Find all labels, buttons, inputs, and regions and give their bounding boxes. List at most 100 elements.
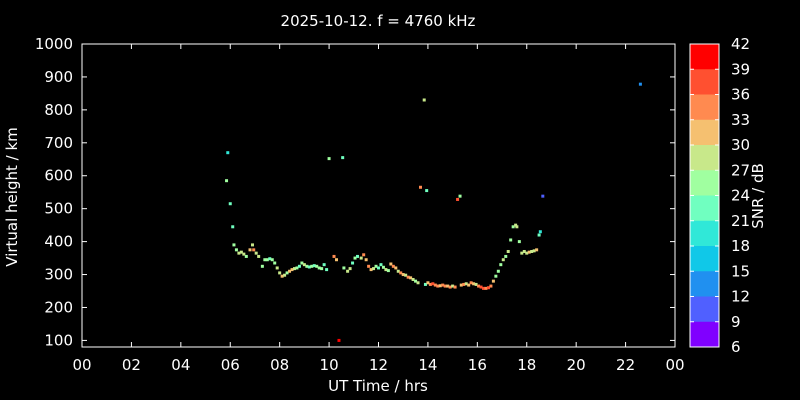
colorbar-tick-label: 21 [731,212,750,230]
data-point [446,284,450,288]
data-point [225,179,229,183]
data-point [496,269,500,273]
x-tick-label: 08 [270,356,289,374]
data-point [263,258,267,262]
y-tick-label: 1000 [35,35,73,53]
data-point [541,194,545,198]
data-point [409,276,413,280]
data-point [268,257,272,261]
data-point [265,258,269,262]
colorbar-tick-label: 12 [731,288,750,306]
x-tick-label: 14 [418,356,437,374]
data-point [396,269,400,273]
data-point [332,254,336,258]
data-point [517,240,521,244]
data-point [443,284,447,288]
data-point [448,285,452,289]
data-point [280,274,284,278]
data-point [300,261,304,265]
colorbar-tick-label: 30 [731,136,750,154]
data-point [484,286,488,290]
data-point [254,251,258,255]
data-point [226,151,230,155]
data-point [228,202,232,206]
data-point [474,282,478,286]
colorbar-segment [690,145,719,171]
data-point [464,282,468,286]
x-tick-label: 16 [468,356,487,374]
data-point [425,189,429,193]
data-point [295,266,299,270]
data-point [260,264,264,268]
data-point [522,249,526,253]
data-point [538,230,542,234]
data-point [367,264,371,268]
data-point [379,263,383,267]
y-axis-label: Virtual height / km [3,127,21,266]
data-point [288,269,292,273]
data-point [384,268,388,272]
colorbar-tick-label: 27 [731,161,750,179]
data-point [458,194,462,198]
data-point [305,264,309,268]
data-point [317,266,321,270]
data-point [499,263,503,267]
data-point [469,281,473,285]
data-point [394,266,398,270]
colorbar-tick-label: 15 [731,262,750,280]
data-point [342,266,346,270]
data-point [416,281,420,285]
x-tick-label: 12 [369,356,388,374]
x-tick-label: 18 [517,356,536,374]
data-point [506,249,510,253]
x-tick-label: 20 [567,356,586,374]
data-point [372,267,376,271]
data-point [451,284,455,288]
data-point [237,251,241,255]
data-point [239,250,243,254]
data-point [234,248,238,252]
data-point [346,269,350,273]
data-point [275,266,279,270]
data-point [428,282,432,286]
plot-area [81,43,676,348]
y-tick-label: 900 [44,68,73,86]
colorbar-segment [690,44,719,70]
colorbar-tick-label: 18 [731,237,750,255]
data-point [285,271,289,275]
data-point [320,267,324,271]
data-point [514,223,518,227]
colorbar-tick-label: 36 [731,86,750,104]
data-point [433,283,437,287]
data-point [441,283,445,287]
data-point [479,285,483,289]
data-point [486,286,490,290]
data-point [337,338,341,342]
data-point [389,262,393,266]
data-point [248,248,252,252]
colorbar-label: SNR / dB [749,163,767,229]
x-axis-label: UT Time / hrs [328,377,428,395]
colorbar-tick-label: 33 [731,111,750,129]
data-point [431,282,435,286]
data-point [232,243,236,247]
data-point [453,285,457,289]
colorbar-tick-label: 6 [731,338,741,356]
data-point [509,238,513,242]
data-point [315,264,319,268]
data-point [334,258,338,262]
x-tick-label: 00 [665,356,684,374]
data-point [527,250,531,254]
data-point [351,261,355,265]
data-point [438,284,442,288]
data-point [355,254,359,258]
y-tick-label: 600 [44,167,73,185]
data-point [353,256,357,260]
y-tick-label: 500 [44,200,73,218]
x-tick-label: 22 [616,356,635,374]
data-point [290,268,294,272]
x-tick-label: 00 [72,356,91,374]
data-point [391,264,395,268]
data-point [374,264,378,268]
data-point [381,265,385,269]
